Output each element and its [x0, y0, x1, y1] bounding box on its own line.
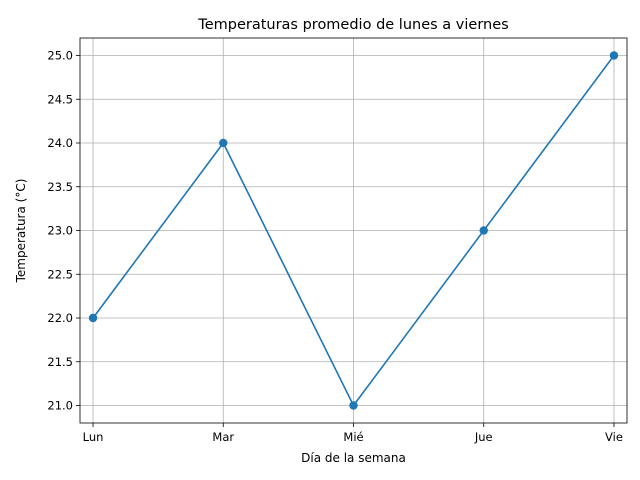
data-point: [349, 401, 358, 410]
y-tick-label: 25.0: [47, 49, 73, 63]
data-point: [479, 226, 488, 235]
series: [88, 51, 619, 410]
x-tick-label: Jue: [474, 430, 493, 444]
y-tick-label: 22.5: [47, 267, 73, 281]
chart-title: Temperaturas promedio de lunes a viernes: [197, 17, 508, 33]
y-tick-label: 23.5: [47, 180, 73, 194]
y-axis-label: Temperatura (°C): [14, 179, 28, 284]
y-tick-label: 24.0: [47, 136, 73, 150]
data-point: [609, 51, 619, 60]
y-tick-label: 21.0: [47, 399, 73, 413]
x-tick-label: Vie: [605, 430, 623, 444]
axis-ticks: Lun Mar Mié Jue Vie 21.0 21.5 22.0 22.5 23.0 23.5 2…: [47, 49, 623, 445]
x-tick-label: Lun: [83, 430, 104, 444]
data-point: [219, 138, 228, 148]
y-tick-label: 21.5: [47, 355, 73, 369]
data-point: [88, 313, 98, 323]
y-tick-label: 22.0: [47, 311, 73, 325]
y-tick-label: 23.0: [47, 224, 73, 238]
y-tick-label: 24.5: [47, 92, 73, 106]
x-axis-label: Día de la semana: [301, 451, 406, 465]
x-tick-label: Mar: [212, 430, 234, 444]
x-tick-label: Mié: [343, 430, 363, 444]
